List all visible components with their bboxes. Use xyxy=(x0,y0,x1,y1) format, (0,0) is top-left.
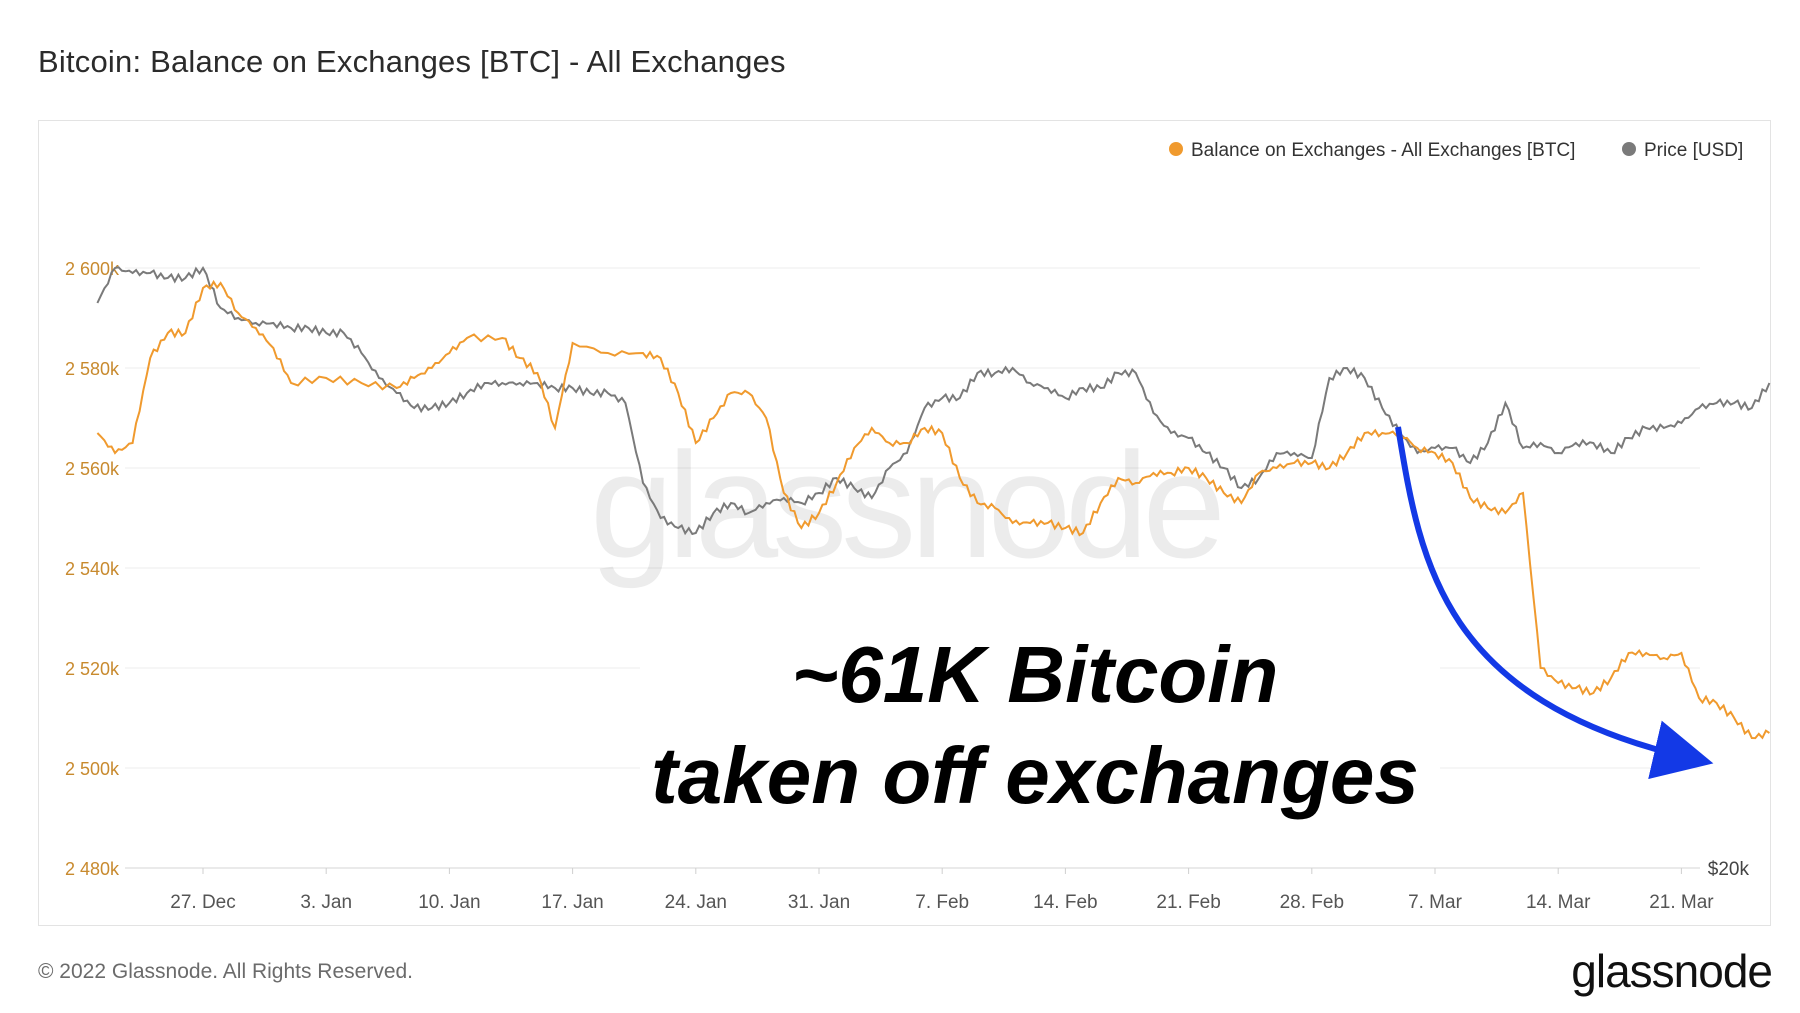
y-axis: 2 600k 2 580k 2 560k 2 540k 2 520k 2 500k 2 48… xyxy=(65,259,120,879)
annotation-backdrop xyxy=(640,640,1440,815)
x-tick-label: 7. Mar xyxy=(1408,892,1463,913)
legend-marker-price xyxy=(1622,142,1636,156)
x-tick-label: 3. Jan xyxy=(300,892,352,913)
y-tick-label: 2 560k xyxy=(65,459,120,479)
y-tick-label: 2 480k xyxy=(65,859,120,879)
y-tick-label: 2 520k xyxy=(65,659,120,679)
right-axis-label: $20k xyxy=(1708,859,1750,880)
chart-title: Bitcoin: Balance on Exchanges [BTC] - Al… xyxy=(38,44,786,79)
x-tick-label: 14. Mar xyxy=(1526,892,1591,913)
chart-canvas: glassnode 2 600k 2 580k 2 560k 2 540k 2 520k… xyxy=(65,140,1771,913)
copyright-text: © 2022 Glassnode. All Rights Reserved. xyxy=(38,960,414,983)
brand-logo-text: glassnode xyxy=(1571,945,1773,997)
x-tick-label: 7. Feb xyxy=(915,892,969,913)
x-tick-label: 14. Feb xyxy=(1033,892,1097,913)
annotation-line-1: ~61K Bitcoin xyxy=(792,630,1279,719)
legend: Balance on Exchanges - All Exchanges [BT… xyxy=(1169,140,1743,161)
x-tick-label: 17. Jan xyxy=(541,892,603,913)
legend-label-price: Price [USD] xyxy=(1644,140,1743,161)
y-tick-label: 2 600k xyxy=(65,259,120,279)
x-tick-label: 21. Feb xyxy=(1156,892,1220,913)
x-tick-label: 24. Jan xyxy=(665,892,727,913)
legend-marker-balance xyxy=(1169,142,1183,156)
y-tick-label: 2 580k xyxy=(65,359,120,379)
legend-label-balance: Balance on Exchanges - All Exchanges [BT… xyxy=(1191,140,1575,161)
x-tick-label: 10. Jan xyxy=(418,892,480,913)
x-tick-label: 27. Dec xyxy=(170,892,235,913)
y-tick-label: 2 540k xyxy=(65,559,120,579)
x-tick-label: 28. Feb xyxy=(1280,892,1344,913)
y-tick-label: 2 500k xyxy=(65,759,120,779)
series-line-balance xyxy=(96,279,1770,740)
watermark-text: glassnode xyxy=(590,421,1220,589)
annotation-line-2: taken off exchanges xyxy=(651,731,1419,820)
chart-frame xyxy=(38,120,1771,926)
x-axis: 27. Dec 3. Jan 10. Jan 17. Jan 24. Jan 31. Ja… xyxy=(170,868,1714,913)
annotation-arrow xyxy=(1395,426,1714,780)
x-tick-label: 31. Jan xyxy=(788,892,850,913)
x-tick-label: 21. Mar xyxy=(1649,892,1714,913)
series-line-price xyxy=(96,266,1771,536)
